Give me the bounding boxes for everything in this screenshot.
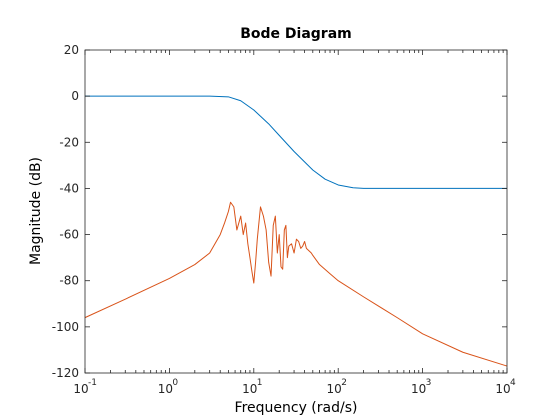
x-tick-label: 10 — [73, 382, 88, 396]
y-tick-label: -20 — [59, 135, 79, 149]
x-tick-label: 10 — [158, 382, 173, 396]
x-tick-exponent: 0 — [172, 378, 178, 388]
plot-box — [84, 49, 508, 374]
x-tick-label: 10 — [242, 382, 257, 396]
y-tick-label: -120 — [52, 366, 79, 380]
x-tick-label: 10 — [411, 382, 426, 396]
y-axis-label: Magnitude (dB) — [28, 157, 44, 265]
tick-layer: 10 -1 10 0 10 1 10 2 10 3 10 4200-20-40-60-80-100-1… — [52, 43, 516, 396]
x-tick-exponent: -1 — [88, 378, 97, 388]
y-tick-label: -80 — [59, 274, 79, 288]
y-tick-label: 20 — [64, 43, 79, 57]
x-tick-exponent: 4 — [510, 378, 516, 388]
y-tick-label: -60 — [59, 228, 79, 242]
y-tick-label: -40 — [59, 181, 79, 195]
y-tick-label: -100 — [52, 320, 79, 334]
x-tick-exponent: 1 — [257, 378, 263, 388]
series-line-1 — [85, 95, 507, 189]
series-layer — [84, 95, 508, 367]
x-tick-exponent: 2 — [341, 378, 347, 388]
x-axis-label: Frequency (rad/s) — [235, 400, 358, 416]
plot-background — [85, 50, 507, 373]
chart-title: Bode Diagram — [240, 26, 352, 42]
x-tick-exponent: 3 — [426, 378, 432, 388]
y-tick-label: 0 — [71, 89, 79, 103]
x-tick-label: 10 — [327, 382, 342, 396]
x-tick-label: 10 — [495, 382, 510, 396]
series-line-2 — [84, 201, 508, 367]
